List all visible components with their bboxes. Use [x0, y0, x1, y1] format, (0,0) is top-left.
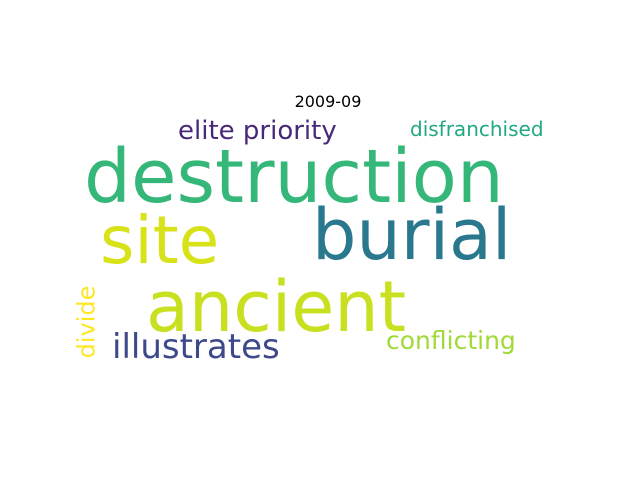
word-ancient: ancient	[146, 266, 407, 348]
word-destruction: destruction	[84, 134, 504, 220]
word-elite-priority: elite priority	[178, 116, 337, 146]
word-disfranchised: disfranchised	[410, 117, 544, 141]
chart-title: 2009-09	[294, 92, 362, 111]
word-site: site	[100, 202, 220, 279]
word-divide: divide	[72, 285, 101, 359]
word-illustrates: illustrates	[112, 327, 280, 367]
word-conflicting: conflicting	[386, 326, 516, 355]
word-burial: burial	[312, 194, 512, 276]
